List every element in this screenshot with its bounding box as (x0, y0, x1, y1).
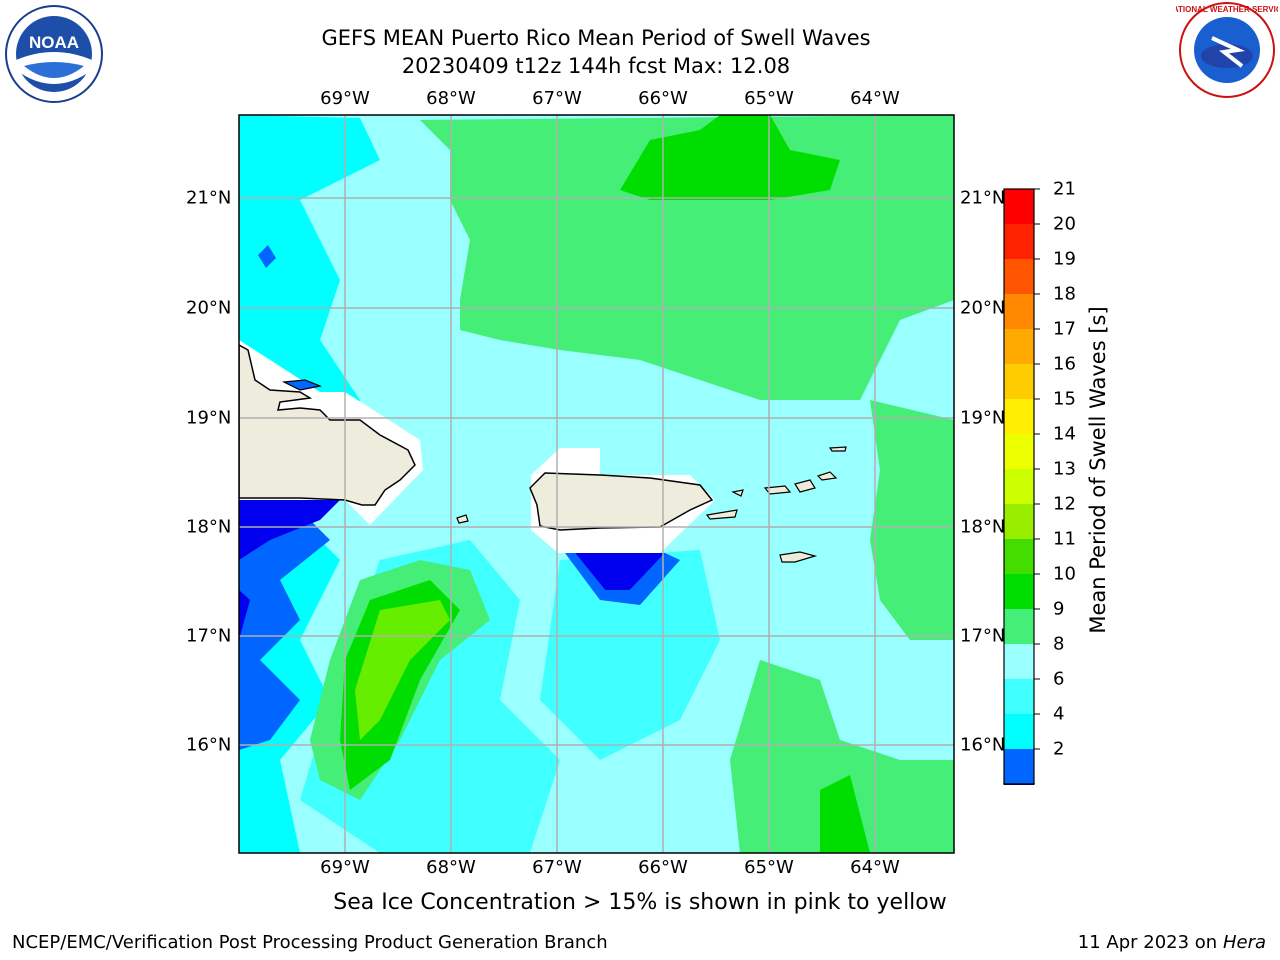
lon-label-bottom: 64°W (850, 857, 900, 878)
lat-label-left: 20°N (186, 297, 232, 319)
colorbar-segment (1004, 539, 1034, 574)
colorbar-segment (1004, 259, 1034, 294)
lon-label-bottom: 65°W (744, 857, 794, 878)
level-2-4-west (239, 510, 330, 750)
lat-label-right: 19°N (960, 407, 1006, 429)
lon-label-bottom: 66°W (638, 857, 688, 878)
colorbar-segment (1004, 329, 1034, 364)
lon-label-bottom: 69°W (320, 857, 370, 878)
lat-label-right: 16°N (960, 734, 1006, 756)
anegada-island (828, 446, 847, 452)
level-below-2-west (239, 500, 340, 560)
hispaniola-bay (281, 379, 323, 391)
colorbar-segment (1004, 224, 1034, 259)
colorbar-tick-label: 14 (1053, 423, 1076, 445)
colorbar-tick-label: 2 (1053, 738, 1065, 760)
lat-label-left: 16°N (186, 734, 232, 756)
level-2-4-spot (258, 245, 276, 268)
footer-machine: Hera (1222, 932, 1266, 953)
colorbar-segment (1004, 399, 1034, 434)
colorbar-tick-label: 6 (1053, 668, 1065, 690)
level-2-4-pr-south (565, 553, 680, 605)
footer-credit: NCEP/EMC/Verification Post Processing Pr… (12, 932, 608, 953)
level-below-2-west-b (239, 590, 250, 640)
nws-logo: NATIONAL WEATHER SERVICE (1176, 2, 1278, 98)
lon-label-top: 67°W (532, 88, 582, 109)
colorbar-tick-label: 10 (1053, 563, 1076, 585)
level-10-11-south (820, 775, 870, 853)
noaa-logo: NOAA (5, 5, 103, 103)
colorbar-segment (1004, 749, 1034, 784)
colorbar-segment (1004, 679, 1034, 714)
lat-label-left: 17°N (186, 625, 232, 647)
lon-label-top: 65°W (744, 88, 794, 109)
colorbar-tick-label: 4 (1053, 703, 1065, 725)
colorbar-segment (1004, 294, 1034, 329)
colorbar-title: Mean Period of Swell Waves [s] (1086, 306, 1110, 634)
lat-label-right: 21°N (960, 187, 1006, 209)
colorbar-segment (1004, 434, 1034, 469)
footer-date-text: 11 Apr 2023 on (1077, 932, 1223, 953)
hispaniola-land (239, 344, 416, 506)
colorbar-segment (1004, 574, 1034, 609)
colorbar-tick-label: 16 (1053, 353, 1076, 375)
colorbar-tick-label: 21 (1053, 178, 1076, 200)
level-6-8-southcentral (540, 550, 720, 760)
lat-label-left: 21°N (186, 187, 232, 209)
lon-label-top: 64°W (850, 88, 900, 109)
vieques-island (705, 509, 738, 520)
colorbar-tick-label: 19 (1053, 248, 1076, 270)
map-grid (239, 115, 954, 853)
st-croix-island (779, 551, 818, 563)
level-10-11-north (620, 115, 840, 200)
lon-label-bottom: 68°W (426, 857, 476, 878)
colorbar-tick-label: 8 (1053, 633, 1065, 655)
colorbar-segment (1004, 609, 1034, 644)
mona-island (456, 514, 469, 524)
map-frame (238, 114, 955, 854)
level-9-10-southeast (730, 660, 954, 853)
colorbar-tick-label: 17 (1053, 318, 1076, 340)
puerto-rico-land (529, 472, 714, 531)
sea-ice-caption: Sea Ice Concentration > 15% is shown in … (0, 890, 1280, 915)
colorbar (1002, 188, 1040, 785)
colorbar-segment (1004, 504, 1034, 539)
colorbar-segment (1004, 714, 1034, 749)
sea-ice-caption-text: Sea Ice Concentration > 15% is shown in … (333, 890, 947, 915)
lat-label-left: 18°N (186, 516, 232, 538)
lat-label-right: 18°N (960, 516, 1006, 538)
level-11-12-southwest (355, 600, 450, 740)
lat-label-right: 17°N (960, 625, 1006, 647)
level-9-10-east (870, 400, 954, 640)
colorbar-tick-label: 15 (1053, 388, 1076, 410)
colorbar-tick-label: 9 (1053, 598, 1065, 620)
colorbar-frame (1003, 188, 1035, 785)
colorbar-tick-label: 12 (1053, 493, 1076, 515)
lon-label-top: 69°W (320, 88, 370, 109)
svg-text:NATIONAL WEATHER SERVICE: NATIONAL WEATHER SERVICE (1176, 5, 1278, 14)
colorbar-segment (1004, 644, 1034, 679)
lat-label-left: 19°N (186, 407, 232, 429)
lat-label-right: 20°N (960, 297, 1006, 319)
lon-label-bottom: 67°W (532, 857, 582, 878)
lon-label-top: 66°W (638, 88, 688, 109)
colorbar-tick-label: 20 (1053, 213, 1076, 235)
colorbar-tick-label: 11 (1053, 528, 1076, 550)
colorbar-segment (1004, 364, 1034, 399)
colorbar-segment (1004, 189, 1034, 224)
lon-label-top: 68°W (426, 88, 476, 109)
colorbar-segment (1004, 469, 1034, 504)
culebra-island (731, 489, 744, 497)
plot-title: GEFS MEAN Puerto Rico Mean Period of Swe… (321, 26, 871, 50)
colorbar-tick-label: 18 (1053, 283, 1076, 305)
footer-date: 11 Apr 2023 on Hera (1078, 932, 1266, 953)
colorbar-tick-label: 13 (1053, 458, 1076, 480)
noaa-logo-text: NOAA (29, 33, 79, 52)
plot-subtitle: 20230409 t12z 144h fcst Max: 12.08 (401, 54, 791, 78)
